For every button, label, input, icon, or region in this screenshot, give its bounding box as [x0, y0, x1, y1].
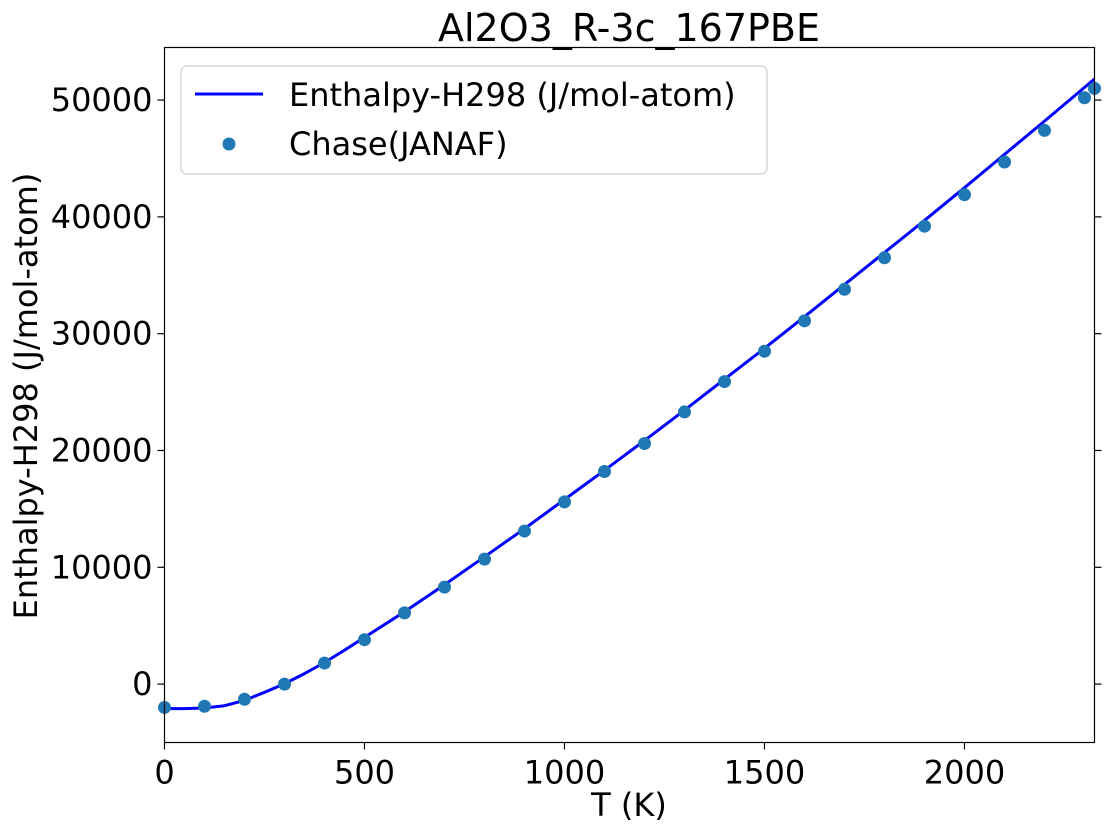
legend-entry-chase-janaf: Chase(JANAF)	[289, 125, 508, 163]
chase-janaf-point	[998, 155, 1011, 169]
x-tick-label: 1000	[524, 754, 605, 792]
chase-janaf-point	[758, 344, 771, 358]
chase-janaf-point	[478, 552, 491, 566]
chase-janaf-point	[598, 465, 611, 479]
chase-janaf-point	[238, 692, 251, 706]
legend-marker-swatch	[222, 137, 236, 151]
chase-janaf-point	[438, 580, 451, 594]
x-tick-label: 500	[334, 754, 395, 792]
y-tick-label: 20000	[51, 431, 153, 469]
chase-janaf-point	[1038, 123, 1051, 137]
chase-janaf-point	[398, 606, 411, 620]
legend: Enthalpy-H298 (J/mol-atom) Chase(JANAF)	[180, 65, 768, 175]
x-axis-label: T (K)	[590, 786, 667, 824]
chase-janaf-point	[318, 656, 331, 670]
chase-janaf-point	[518, 524, 531, 538]
chase-janaf-point	[718, 375, 731, 389]
chase-janaf-point	[358, 633, 371, 647]
chase-janaf-point	[678, 405, 691, 419]
chase-janaf-point	[638, 436, 651, 450]
chart-title: Al2O3_R-3c_167PBE	[438, 6, 820, 50]
chase-janaf-point	[1078, 91, 1091, 105]
chase-janaf-point	[798, 314, 811, 328]
x-axis-ticks: 0 500 1000 1500 2000	[154, 742, 1005, 792]
x-tick-label: 0	[154, 754, 174, 792]
y-axis-ticks: 0 10000 20000 30000 40000 50000	[51, 81, 1102, 703]
legend-box	[180, 65, 768, 175]
y-tick-label: 0	[132, 665, 152, 703]
x-tick-label: 1500	[724, 754, 805, 792]
chase-janaf-point	[838, 282, 851, 296]
y-tick-label: 50000	[51, 81, 153, 119]
y-tick-label: 40000	[51, 198, 153, 236]
chase-janaf-point	[198, 699, 211, 713]
y-axis-label: Enthalpy-H298 (J/mol-atom)	[7, 173, 45, 620]
chase-janaf-points	[158, 81, 1101, 714]
chase-janaf-point	[878, 251, 891, 265]
chase-janaf-point	[958, 188, 971, 202]
chase-janaf-point	[918, 219, 931, 233]
plot-frame	[163, 46, 1096, 744]
legend-entry-enthalpy: Enthalpy-H298 (J/mol-atom)	[289, 76, 736, 114]
y-tick-label: 30000	[51, 315, 153, 353]
x-tick-label: 2000	[924, 754, 1005, 792]
y-tick-label: 10000	[51, 548, 153, 586]
chase-janaf-point	[278, 677, 291, 691]
chase-janaf-point	[558, 495, 571, 509]
